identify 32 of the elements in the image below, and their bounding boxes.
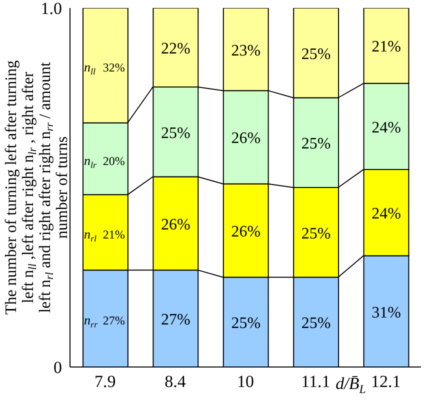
data-label: 22% bbox=[161, 40, 190, 58]
data-label: 26% bbox=[161, 216, 190, 234]
data-label: 26% bbox=[231, 224, 261, 241]
x-tick-label: 8.4 bbox=[164, 372, 186, 392]
data-label: 25% bbox=[301, 46, 331, 63]
x-tick-label: 10 bbox=[237, 372, 254, 392]
data-label: 27% bbox=[102, 314, 125, 328]
data-label: 20% bbox=[102, 154, 125, 168]
data-label: 21% bbox=[102, 227, 125, 242]
data-label: 24% bbox=[372, 206, 401, 223]
y-tick-label: 0 bbox=[54, 358, 62, 378]
data-label: 27% bbox=[161, 312, 190, 329]
series-label: n$_{lr}$ bbox=[84, 152, 98, 170]
data-label: 31% bbox=[372, 304, 401, 322]
data-label: 24% bbox=[372, 119, 401, 136]
data-label: 25% bbox=[231, 315, 261, 332]
series-label: n$_{ll}$ bbox=[84, 59, 96, 76]
data-label: 21% bbox=[372, 38, 401, 56]
data-label: 25% bbox=[301, 315, 331, 332]
x-tick-label: 11.1 bbox=[301, 372, 330, 392]
data-label: 25% bbox=[301, 225, 331, 242]
series-label: n$_{rr}$ bbox=[84, 312, 98, 330]
x-tick-label: 7.9 bbox=[94, 372, 116, 392]
data-label: 23% bbox=[231, 42, 261, 60]
x-tick-label: 12.1 bbox=[371, 372, 401, 392]
y-tick-label: 1.0 bbox=[40, 0, 62, 18]
x-axis-title: d/B̄$_{L}$ bbox=[336, 374, 366, 396]
data-label: 32% bbox=[102, 60, 125, 74]
series-label: n$_{rl}$ bbox=[84, 226, 98, 244]
data-label: 25% bbox=[301, 136, 331, 153]
data-label: 26% bbox=[231, 130, 261, 148]
data-label: 25% bbox=[161, 124, 190, 142]
